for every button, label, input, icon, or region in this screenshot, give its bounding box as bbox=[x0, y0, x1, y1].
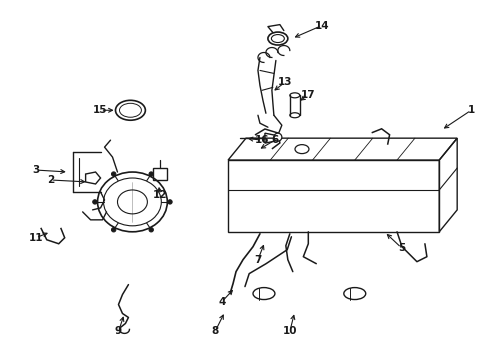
Text: 12: 12 bbox=[153, 190, 168, 200]
Text: 10: 10 bbox=[283, 327, 297, 336]
Circle shape bbox=[149, 172, 153, 176]
Circle shape bbox=[168, 200, 172, 204]
Text: 6: 6 bbox=[271, 135, 278, 145]
Text: 2: 2 bbox=[47, 175, 54, 185]
Circle shape bbox=[274, 133, 282, 141]
Text: 13: 13 bbox=[278, 77, 292, 87]
Text: 15: 15 bbox=[93, 105, 108, 115]
Text: 1: 1 bbox=[467, 105, 475, 115]
Text: 8: 8 bbox=[212, 327, 219, 336]
Circle shape bbox=[112, 172, 116, 176]
Circle shape bbox=[149, 228, 153, 232]
Text: 14: 14 bbox=[315, 21, 329, 31]
Text: 4: 4 bbox=[219, 297, 226, 306]
Text: 7: 7 bbox=[254, 255, 262, 265]
Circle shape bbox=[93, 200, 97, 204]
Text: 16: 16 bbox=[255, 135, 269, 145]
Text: 17: 17 bbox=[300, 90, 315, 100]
Circle shape bbox=[112, 228, 116, 232]
Text: 3: 3 bbox=[32, 165, 39, 175]
Text: 9: 9 bbox=[115, 327, 122, 336]
Text: 11: 11 bbox=[28, 233, 43, 243]
Text: 5: 5 bbox=[398, 243, 405, 253]
